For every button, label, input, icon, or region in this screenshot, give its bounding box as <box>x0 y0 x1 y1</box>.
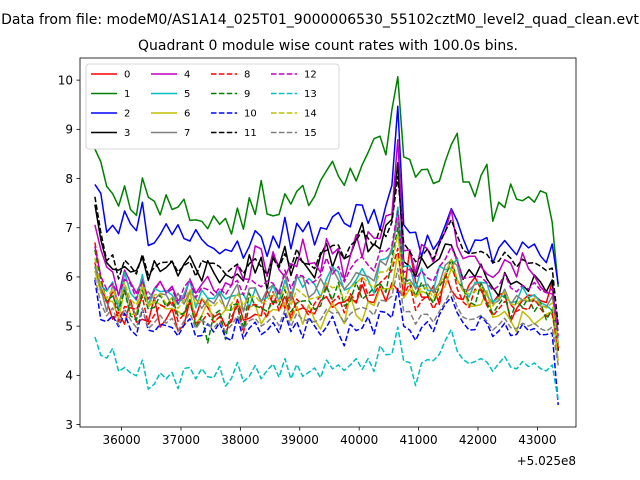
y-tick-label: 4 <box>65 369 73 383</box>
legend-label-13: 13 <box>304 89 317 100</box>
x-offset-label: +5.025e8 <box>517 454 576 468</box>
y-tick-label: 9 <box>65 123 73 137</box>
x-tick-label: 38000 <box>221 433 259 447</box>
series-line-1 <box>94 75 559 287</box>
series-line-11 <box>94 175 559 327</box>
legend-label-1: 1 <box>124 89 130 100</box>
series-line-13 <box>94 326 559 401</box>
x-tick-label: 40000 <box>340 433 378 447</box>
y-tick-label: 10 <box>58 73 73 87</box>
series-line-8 <box>94 242 559 349</box>
legend-label-7: 7 <box>184 128 190 139</box>
legend-label-11: 11 <box>244 128 257 139</box>
legend-label-12: 12 <box>304 70 317 81</box>
plot-area: 36000 37000 38000 39000 40000 41000 42000 43000… <box>58 57 577 447</box>
legend-label-5: 5 <box>184 89 190 100</box>
x-tick-label: 43000 <box>518 433 556 447</box>
legend-label-15: 15 <box>304 128 317 139</box>
legend-label-14: 14 <box>304 109 317 120</box>
suptitle: Data from file: modeM0/AS1A14_025T01_900… <box>1 12 639 28</box>
y-tick-label: 5 <box>65 319 73 333</box>
y-tick-label: 8 <box>65 172 73 186</box>
y-tick-label: 7 <box>65 221 73 235</box>
legend-label-0: 0 <box>124 70 130 81</box>
x-tick-label: 39000 <box>281 433 319 447</box>
series-line-6 <box>94 252 559 361</box>
legend-box <box>85 63 340 150</box>
legend-label-9: 9 <box>244 89 250 100</box>
legend-label-6: 6 <box>184 109 190 120</box>
legend-label-10: 10 <box>244 109 257 120</box>
series-line-2 <box>94 105 559 285</box>
x-tick-label: 42000 <box>459 433 497 447</box>
series-line-10 <box>94 279 559 405</box>
x-tick-label: 36000 <box>102 433 140 447</box>
series-line-15 <box>94 267 559 366</box>
y-tick-label: 6 <box>65 270 73 284</box>
legend-label-2: 2 <box>124 109 130 120</box>
legend-label-4: 4 <box>184 70 190 81</box>
x-tick-label: 37000 <box>162 433 200 447</box>
series-line-12 <box>94 210 559 337</box>
x-tick-label: 41000 <box>399 433 437 447</box>
series-line-14 <box>94 233 559 346</box>
series-line-4 <box>94 138 559 324</box>
legend-label-3: 3 <box>124 128 130 139</box>
axes-frame <box>79 57 577 428</box>
y-tick-label: 3 <box>65 418 73 432</box>
chart-title: Quadrant 0 module wise count rates with … <box>138 38 518 54</box>
legend-label-8: 8 <box>244 70 250 81</box>
